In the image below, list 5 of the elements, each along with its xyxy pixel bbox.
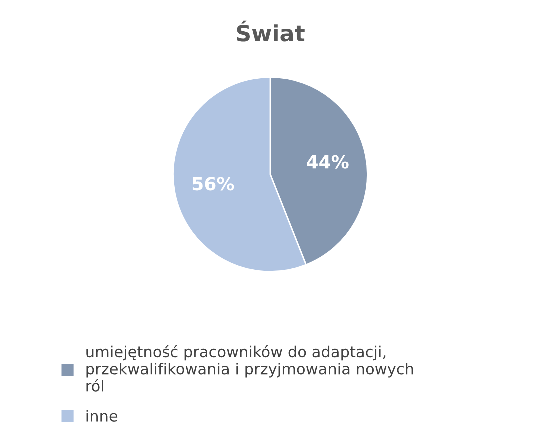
chart-title: Świat [237,20,305,42]
data-label: 56% [192,177,234,191]
data-label: 44% [307,155,349,169]
legend-label: inne [86,410,118,422]
legend-label: umiejętność pracowników do adaptacji, przekwalifikowania i przyjmowania nowych ról [86,345,414,392]
